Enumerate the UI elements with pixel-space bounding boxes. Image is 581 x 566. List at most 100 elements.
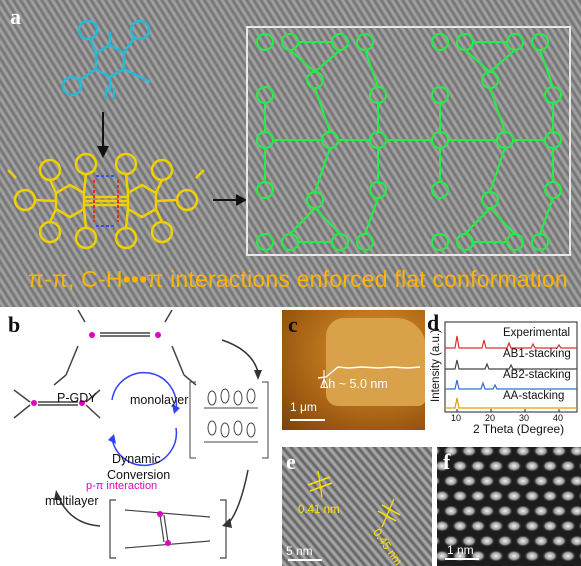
lattice-spot	[488, 460, 504, 472]
dynamic-label: Dynamic	[112, 452, 161, 466]
panel-b-letter: b	[8, 312, 21, 337]
afm-height-profile	[317, 366, 421, 388]
monolayer-label: monolayer	[130, 393, 189, 407]
lattice-spot	[506, 460, 522, 472]
simulated-lattice	[437, 447, 581, 566]
lattice-spot	[437, 447, 441, 457]
e-scale-label: 5 nm	[286, 544, 313, 558]
lattice-spot	[470, 520, 486, 532]
panel-f-simulated-image: f 1 nm	[437, 447, 581, 566]
lattice-spot	[569, 535, 581, 547]
pgdy-label: P-GDY	[57, 391, 97, 405]
xrd-series-aa	[445, 397, 577, 409]
c-scale-bar	[290, 419, 325, 421]
lattice-spot	[524, 460, 540, 472]
xrd-x-axis-label: 2 Theta (Degree)	[473, 422, 565, 436]
f-scale-bar	[445, 558, 479, 560]
panel-b-schematic: b	[0, 310, 281, 566]
pgdy-monolayer-unit	[53, 310, 197, 386]
lattice-spot	[461, 447, 477, 457]
lattice-spot	[578, 491, 581, 501]
lattice-spot	[437, 535, 441, 547]
lattice-spot	[461, 505, 477, 517]
lattice-spot	[470, 490, 486, 502]
xrd-series-ab1	[445, 359, 577, 370]
pi-pi-contact-marks	[93, 175, 119, 227]
lattice-spot	[506, 520, 522, 532]
lattice-spot	[443, 505, 459, 517]
lattice-spot	[461, 535, 477, 547]
lattice-spot	[497, 475, 513, 487]
p-pi-interaction-label: p-π interaction	[86, 480, 158, 492]
lattice-spot	[452, 520, 468, 532]
lattice-spot	[578, 521, 581, 531]
lattice-spot	[533, 535, 549, 547]
xrd-legend-experimental: Experimental	[503, 327, 571, 339]
lattice-spot	[515, 475, 531, 487]
e-scale-bar	[288, 559, 322, 561]
spacing-label-041: 0.41 nm	[298, 504, 340, 516]
lattice-spot	[533, 475, 549, 487]
lattice-spot	[524, 520, 540, 532]
pgdy-linear-unit	[13, 389, 101, 419]
panel-c-afm-image: c Δh ~ 5.0 nm 1 μm	[282, 310, 425, 430]
lattice-spot	[497, 505, 513, 517]
xrd-series-ab2	[445, 379, 577, 390]
panel-a-overlay	[7, 19, 571, 256]
lattice-spot	[542, 550, 558, 562]
lattice-spot	[497, 447, 513, 457]
panel-a-tem-image: a π-π, C-H•••π interactions enforced fla…	[0, 0, 581, 307]
yellow-dimer-molecule	[7, 152, 205, 250]
lattice-overlay-frame	[246, 26, 571, 256]
lattice-spot	[551, 505, 567, 517]
lattice-spot	[524, 490, 540, 502]
lattice-spot	[470, 460, 486, 472]
lattice-spot	[542, 490, 558, 502]
panel-d-xrd-plot: d Experimental AB1-stacking AB2-stacking…	[427, 310, 581, 436]
p-orbital-stack	[189, 381, 269, 459]
panel-e-letter: e	[286, 449, 296, 474]
lattice-spot	[488, 490, 504, 502]
multilayer-stack	[109, 499, 227, 559]
xrd-series-experimental	[445, 335, 577, 349]
lattice-spacing-markers	[307, 470, 401, 528]
lattice-spot	[452, 460, 468, 472]
lattice-spot	[437, 505, 441, 517]
xrd-y-axis-label: Intensity (a.u.)	[430, 329, 442, 402]
green-lattice-overlay	[256, 33, 562, 251]
lattice-spot	[569, 475, 581, 487]
xrd-legend-aa: AA-stacking	[503, 390, 565, 402]
xrd-axes-box	[444, 321, 578, 413]
lattice-spot	[488, 550, 504, 562]
panel-e-hrtem-image: e 0.41 nm 0.45 nm 5 nm	[282, 447, 432, 566]
lattice-spot	[560, 520, 576, 532]
lattice-spot	[524, 550, 540, 562]
afm-height-label: Δh ~ 5.0 nm	[320, 377, 388, 391]
lattice-spot	[452, 490, 468, 502]
panel-b-diagram	[13, 310, 269, 559]
xrd-tick-20: 20	[485, 413, 496, 423]
lattice-spot	[497, 535, 513, 547]
lattice-spot	[479, 505, 495, 517]
lattice-spot	[437, 520, 450, 532]
lattice-spot	[515, 535, 531, 547]
lattice-spot	[461, 475, 477, 487]
panel-c-letter: c	[288, 312, 298, 337]
lattice-spot	[443, 475, 459, 487]
cyan-precursor-molecule	[61, 19, 151, 100]
lattice-spot	[542, 520, 558, 532]
lattice-spot	[437, 460, 450, 472]
panel-d-letter: d	[427, 310, 440, 335]
lattice-spot	[488, 520, 504, 532]
lattice-spot	[533, 447, 549, 457]
lattice-spot	[437, 490, 450, 502]
lattice-spot	[437, 475, 441, 487]
xrd-tick-30: 30	[519, 413, 530, 423]
lattice-spot	[443, 535, 459, 547]
lattice-spot	[515, 447, 531, 457]
lattice-spot	[578, 461, 581, 471]
lattice-spot	[551, 475, 567, 487]
xrd-legend-ab1: AB1-stacking	[503, 348, 571, 360]
phosphorus-atom	[155, 332, 161, 338]
xrd-legend-ab2: AB2-stacking	[503, 369, 571, 381]
